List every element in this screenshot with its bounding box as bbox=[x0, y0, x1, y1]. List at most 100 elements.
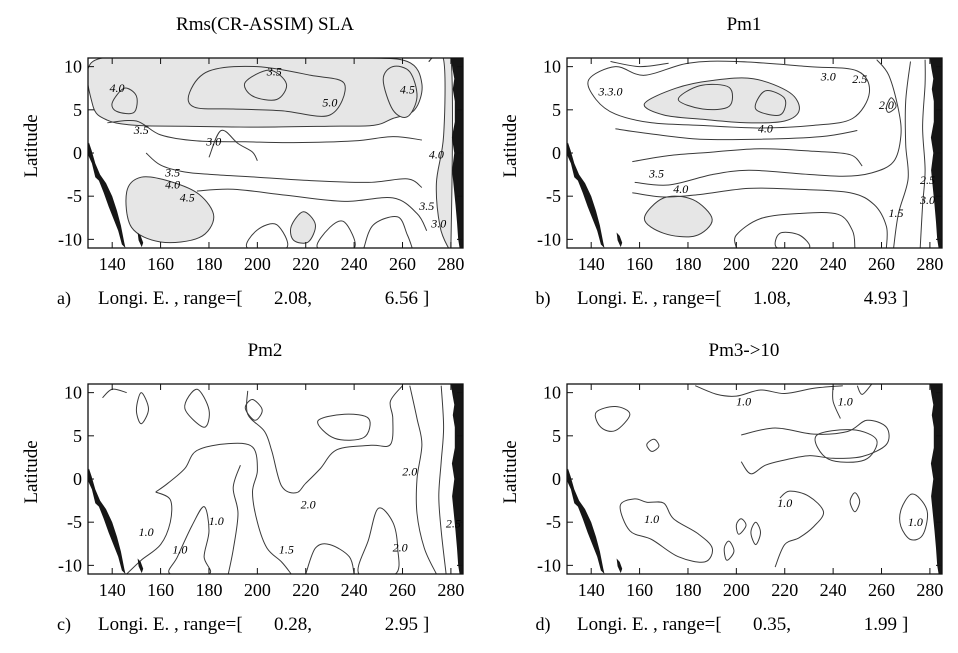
x-axis-caption: Longi. E. , range=[ bbox=[98, 288, 243, 309]
contour-line bbox=[305, 543, 355, 574]
contour-line bbox=[856, 384, 873, 395]
contour-chart: 3.3.0 3.0 2.5 2.0 4.0 3.5 4.0 1.5 2.5 3.0 140 160 18… bbox=[500, 14, 943, 309]
x-tick-label: 140 bbox=[578, 580, 605, 600]
chart-title: Pm1 bbox=[727, 14, 762, 35]
contour-line bbox=[244, 399, 263, 421]
x-tick-label: 160 bbox=[626, 580, 653, 600]
landmass-new-guinea bbox=[88, 468, 126, 574]
contour-line bbox=[723, 540, 735, 561]
x-tick-label: 240 bbox=[820, 580, 847, 600]
contour-label: 4.0 bbox=[165, 178, 180, 192]
contour-line bbox=[135, 392, 150, 425]
x-tick-label: 280 bbox=[916, 580, 943, 600]
landmass-island bbox=[137, 232, 144, 248]
x-tick-label: 160 bbox=[147, 254, 174, 274]
contour-label: 4.0 bbox=[110, 81, 125, 95]
contour-line bbox=[409, 385, 437, 574]
contour-label: 4.0 bbox=[673, 182, 688, 196]
contour-label: 3.5 bbox=[164, 165, 180, 179]
contour-label: 3.0 bbox=[919, 193, 935, 207]
contour-label: 1.5 bbox=[889, 206, 904, 220]
range-max: 1.99 bbox=[864, 614, 897, 635]
contour-label: 4.5 bbox=[180, 191, 195, 205]
x-tick-label: 240 bbox=[820, 254, 847, 274]
shaded-region bbox=[382, 65, 418, 118]
x-tick-label: 200 bbox=[244, 580, 271, 600]
contour-line bbox=[919, 59, 926, 248]
contour-line bbox=[734, 212, 856, 248]
contour-label: 3.0 bbox=[205, 134, 221, 148]
x-tick-label: 280 bbox=[437, 580, 464, 600]
landmass-new-guinea bbox=[567, 142, 605, 248]
x-tick-label: 140 bbox=[578, 254, 605, 274]
contour-label: 3.5 bbox=[418, 199, 434, 213]
contour-label: 3.5 bbox=[266, 64, 282, 78]
shaded-region bbox=[88, 58, 423, 128]
contour-line bbox=[168, 506, 212, 574]
shaded-region bbox=[643, 195, 713, 238]
contour-line bbox=[208, 129, 258, 162]
contour-line bbox=[774, 231, 811, 248]
x-tick-label: 180 bbox=[674, 580, 701, 600]
range-min: 2.08, bbox=[274, 288, 312, 309]
contour-label: 4.0 bbox=[758, 121, 773, 135]
x-tick-label: 220 bbox=[292, 580, 319, 600]
contour-label: 3.3.0 bbox=[598, 84, 623, 98]
x-tick-label: 260 bbox=[389, 254, 416, 274]
contour-line bbox=[102, 388, 127, 399]
contour-label: 3.5 bbox=[133, 123, 149, 137]
contour-line bbox=[107, 119, 422, 144]
x-tick-label: 240 bbox=[341, 254, 368, 274]
range-max: 4.93 bbox=[864, 288, 897, 309]
y-tick-label: 0 bbox=[73, 143, 82, 163]
contour-line bbox=[610, 61, 669, 68]
contour-label: 1.0 bbox=[209, 514, 224, 528]
contour-label: 3.0 bbox=[820, 70, 836, 84]
panel-a: 3.5 4.0 5.0 4.5 3.5 3.0 3.5 4.0 4.5 4.0 3.5 3.0 140 1… bbox=[0, 0, 479, 326]
x-tick-label: 220 bbox=[771, 254, 798, 274]
x-tick-label: 140 bbox=[99, 580, 126, 600]
contour-line bbox=[695, 385, 843, 397]
contour-line bbox=[587, 60, 871, 129]
contour-label: 3.5 bbox=[648, 166, 664, 180]
landmass-central-america bbox=[929, 58, 942, 248]
contour-line bbox=[899, 493, 929, 541]
x-axis-caption: Longi. E. , range=[ bbox=[577, 614, 722, 635]
x-axis-caption: Longi. E. , range=[ bbox=[577, 288, 722, 309]
chart-title: Pm2 bbox=[248, 340, 283, 361]
contour-line bbox=[187, 65, 346, 117]
contour-line bbox=[363, 216, 413, 248]
x-tick-label: 280 bbox=[916, 254, 943, 274]
contour-line bbox=[357, 507, 400, 574]
y-tick-label: 10 bbox=[64, 57, 82, 77]
x-tick-label: 220 bbox=[292, 254, 319, 274]
landmass-new-guinea bbox=[88, 142, 126, 248]
contour-label: 2.0 bbox=[879, 98, 894, 112]
landmass-new-guinea bbox=[567, 468, 605, 574]
contour-label: 1.0 bbox=[172, 542, 187, 556]
panel-label: b) bbox=[536, 288, 551, 309]
contour-line bbox=[245, 385, 403, 494]
shaded-region bbox=[643, 77, 800, 124]
contour-line bbox=[754, 89, 787, 116]
contour-chart: 1.0 1.0 1.0 1.0 1.0 140 160 180 200 220 240 260 280 1… bbox=[500, 340, 943, 635]
y-tick-label: -10 bbox=[537, 229, 561, 249]
y-tick-label: 5 bbox=[552, 426, 561, 446]
landmass-central-america bbox=[929, 384, 942, 574]
contour-line bbox=[677, 83, 734, 111]
range-close-bracket: ] bbox=[902, 288, 908, 309]
landmass-central-america bbox=[450, 58, 463, 248]
contour-line bbox=[245, 223, 289, 248]
y-tick-label: -10 bbox=[58, 229, 82, 249]
y-tick-label: 0 bbox=[552, 469, 561, 489]
x-axis-caption: Longi. E. , range=[ bbox=[98, 614, 243, 635]
contour-line bbox=[317, 413, 371, 441]
panel-c: 2.0 2.0 2.5 1.5 1.0 1.0 1.0 2.0 140 160 180 200 220 2… bbox=[0, 326, 479, 652]
contour-line bbox=[155, 442, 292, 574]
contour-line bbox=[814, 429, 878, 463]
x-tick-label: 260 bbox=[868, 254, 895, 274]
contour-label: 2.5 bbox=[920, 173, 935, 187]
y-tick-label: 5 bbox=[73, 100, 82, 120]
x-tick-label: 200 bbox=[244, 254, 271, 274]
contour-line bbox=[893, 61, 911, 248]
